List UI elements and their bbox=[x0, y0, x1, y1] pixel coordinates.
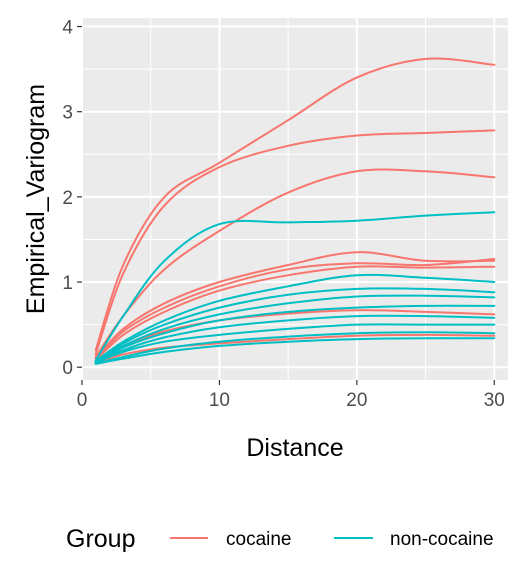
y-tick-label: 4 bbox=[62, 18, 73, 39]
x-axis-title: Distance bbox=[246, 434, 343, 462]
series-line-non-cocaine-12 bbox=[94, 304, 496, 364]
y-axis-title: Empirical_Variogram bbox=[22, 84, 50, 314]
legend-item-non-cocaine: non-cocaine bbox=[334, 529, 494, 550]
series-line-cocaine-3 bbox=[94, 251, 496, 360]
y-tick-label: 1 bbox=[62, 273, 73, 294]
series-line-non-cocaine-14 bbox=[94, 323, 496, 364]
legend: Group cocaine non-cocaine bbox=[66, 525, 494, 553]
series-line-non-cocaine-15 bbox=[94, 331, 496, 365]
legend-item-cocaine: cocaine bbox=[170, 529, 292, 550]
series-line-cocaine-1 bbox=[94, 129, 496, 356]
y-axis: 0 1 2 3 4 bbox=[62, 18, 82, 379]
series-line-non-cocaine-10 bbox=[94, 287, 496, 364]
series-line-non-cocaine-11 bbox=[94, 294, 496, 364]
legend-label-non-cocaine: non-cocaine bbox=[390, 529, 494, 550]
panel-background bbox=[82, 18, 508, 380]
x-tick-label: 20 bbox=[346, 390, 367, 411]
series-line-cocaine-0 bbox=[94, 57, 496, 352]
x-tick-label: 0 bbox=[77, 390, 88, 411]
series-line-non-cocaine-13 bbox=[94, 314, 496, 364]
x-tick-label: 30 bbox=[484, 390, 505, 411]
series-line-non-cocaine-8 bbox=[94, 211, 496, 362]
x-axis: 0 10 20 30 bbox=[77, 380, 505, 411]
legend-label-cocaine: cocaine bbox=[226, 529, 292, 550]
series-line-cocaine-5 bbox=[94, 265, 496, 362]
series-line-non-cocaine-9 bbox=[94, 273, 496, 363]
legend-title: Group bbox=[66, 525, 135, 553]
major-grid bbox=[81, 18, 508, 380]
x-tick-label: 10 bbox=[209, 390, 230, 411]
series-line-cocaine-7 bbox=[94, 333, 496, 364]
series-line-non-cocaine-16 bbox=[94, 337, 496, 365]
y-tick-label: 3 bbox=[62, 103, 73, 124]
y-tick-label: 0 bbox=[62, 358, 73, 379]
series-lines bbox=[94, 57, 496, 365]
y-tick-label: 2 bbox=[62, 188, 73, 209]
series-line-cocaine-4 bbox=[94, 258, 496, 360]
